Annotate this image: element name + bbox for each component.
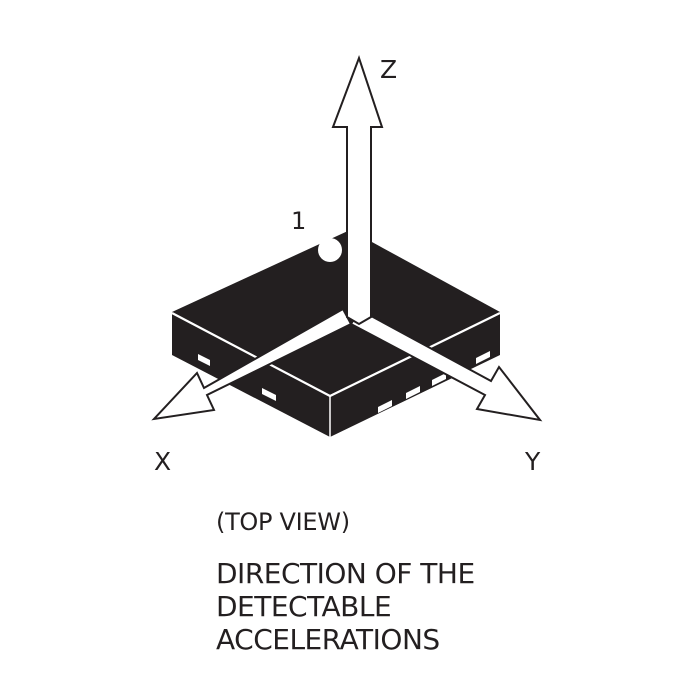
direction-caption: DIRECTION OF THE DETECTABLE ACCELERATION… [216,557,475,656]
x-axis-arrow [151,307,353,421]
z-axis-arrow [331,55,384,326]
pin1-marker [318,238,342,262]
contact-pad [476,351,490,364]
direction-caption-line: DIRECTION OF THE [216,557,475,590]
y-axis-arrow [349,308,543,422]
axis-label-z: Z [380,55,397,84]
chip-package [171,230,501,437]
chip-right-side [330,312,500,437]
contact-pad [262,388,276,401]
direction-caption-line: ACCELERATIONS [216,623,440,656]
axis-label-x: X [154,447,171,476]
pin1-label: 1 [291,207,306,235]
direction-caption-line: DETECTABLE [216,590,392,623]
contact-pad [198,354,210,366]
axis-arrows [151,55,543,422]
contact-pad [406,386,420,399]
view-caption: (TOP VIEW) [216,508,350,536]
contact-pad [432,373,446,386]
chip-left-side [172,312,330,437]
axis-label-y: Y [524,447,541,476]
contact-pad [378,400,392,413]
